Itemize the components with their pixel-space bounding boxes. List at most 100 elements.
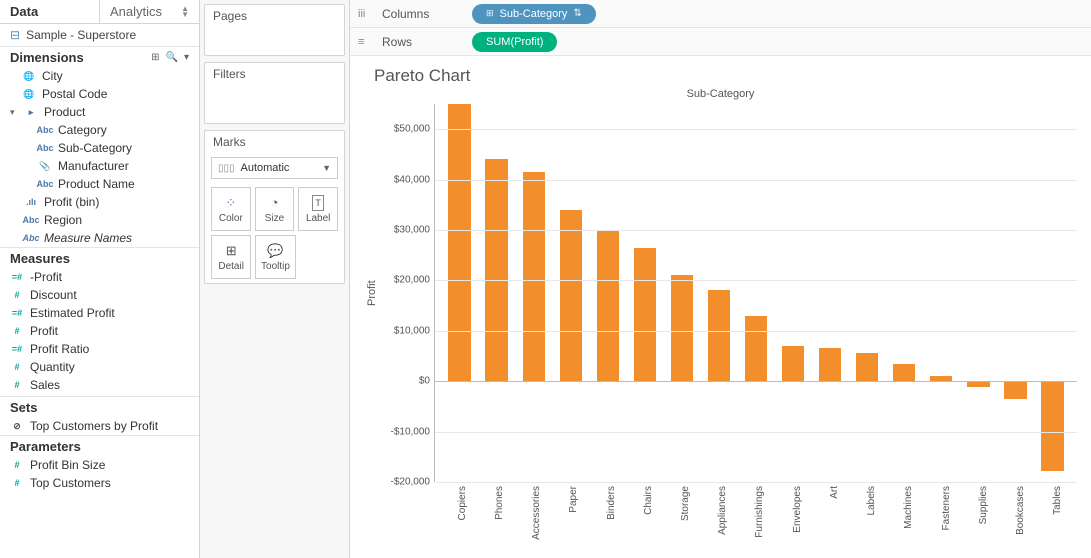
mark-color[interactable]: ⁘ Color	[211, 187, 251, 231]
field-profit[interactable]: #Profit	[0, 322, 199, 340]
bar-binders[interactable]	[597, 230, 619, 381]
x-axis-labels: CopiersPhonesAccessoriesPaperBindersChai…	[432, 482, 1077, 554]
field-product[interactable]: ▾▸Product	[0, 103, 199, 121]
field-profit-bin-size[interactable]: #Profit Bin Size	[0, 456, 199, 474]
dimensions-list: 🌐City🌐Postal Code▾▸ProductAbcCategoryAbc…	[0, 67, 199, 247]
abc-icon: Abc	[24, 233, 38, 243]
columns-shelf[interactable]: iii Columns ⊞ Sub-Category ⇅	[350, 0, 1091, 28]
bar-machines[interactable]	[893, 364, 915, 381]
columns-pill[interactable]: ⊞ Sub-Category ⇅	[472, 4, 596, 24]
marks-card: Marks ▯▯▯ Automatic ▼ ⁘ Color ◔ Size T L…	[204, 130, 345, 284]
bar-tables[interactable]	[1041, 381, 1063, 471]
pill-grid-icon: ⊞	[486, 8, 494, 19]
calc-icon: =#	[10, 344, 24, 354]
section-sets: Sets	[0, 396, 199, 417]
bar-paper[interactable]	[560, 210, 582, 381]
tab-analytics[interactable]: Analytics ▲▼	[99, 0, 199, 23]
field-measure-names[interactable]: AbcMeasure Names	[0, 229, 199, 247]
x-label: Binders	[587, 482, 624, 554]
plot-area[interactable]	[434, 104, 1077, 482]
x-label: Fasteners	[922, 482, 959, 554]
bar-envelopes[interactable]	[782, 346, 804, 381]
bar-appliances[interactable]	[708, 290, 730, 381]
menu-icon[interactable]: ▾	[184, 52, 189, 63]
clip-icon: 📎	[38, 161, 52, 172]
y-tick: $30,000	[394, 225, 430, 236]
field-estimated-profit[interactable]: =#Estimated Profit	[0, 304, 199, 322]
shelf-sidebar: Pages Filters Marks ▯▯▯ Automatic ▼ ⁘ Co…	[200, 0, 350, 558]
mark-type-select[interactable]: ▯▯▯ Automatic ▼	[211, 157, 338, 179]
bar-col	[700, 104, 737, 482]
field-postal-code[interactable]: 🌐Postal Code	[0, 85, 199, 103]
field-manufacturer[interactable]: 📎Manufacturer	[0, 157, 199, 175]
tab-data[interactable]: Data	[0, 0, 99, 23]
y-tick: $50,000	[394, 124, 430, 135]
field--profit[interactable]: =#-Profit	[0, 268, 199, 286]
rows-shelf[interactable]: ≡ Rows SUM(Profit)	[350, 28, 1091, 56]
sets-list: ⊘Top Customers by Profit	[0, 417, 199, 435]
pages-card[interactable]: Pages	[204, 4, 345, 56]
bar-chairs[interactable]	[634, 248, 656, 382]
field-category[interactable]: AbcCategory	[0, 121, 199, 139]
field-discount[interactable]: #Discount	[0, 286, 199, 304]
bar-accessories[interactable]	[523, 172, 545, 381]
bar-col	[478, 104, 515, 482]
y-axis: $50,000$40,000$30,000$20,000$10,000$0-$1…	[380, 104, 434, 482]
datasource-row[interactable]: ⊟ Sample - Superstore	[0, 24, 199, 46]
bar-copiers[interactable]	[448, 104, 470, 381]
bar-labels[interactable]	[856, 353, 878, 381]
dimensions-tools[interactable]: ⊞ 🔍 ▾	[151, 52, 189, 63]
measures-list: =#-Profit#Discount=#Estimated Profit#Pro…	[0, 268, 199, 396]
view-icon[interactable]: ⊞	[151, 52, 159, 63]
x-label: Phones	[475, 482, 512, 554]
bin-icon: .ılı	[24, 197, 38, 207]
field-sales[interactable]: #Sales	[0, 376, 199, 394]
set-icon: ⊘	[10, 421, 24, 432]
bar-storage[interactable]	[671, 275, 693, 381]
mark-detail[interactable]: ⊞ Detail	[211, 235, 251, 279]
mark-type-label: Automatic	[241, 162, 290, 174]
bar-bookcases[interactable]	[1004, 381, 1026, 399]
bar-art[interactable]	[819, 348, 841, 381]
tab-analytics-label: Analytics	[110, 4, 162, 19]
data-sidebar: Data Analytics ▲▼ ⊟ Sample - Superstore …	[0, 0, 200, 558]
globe-icon: 🌐	[22, 89, 36, 100]
field-profit-ratio[interactable]: =#Profit Ratio	[0, 340, 199, 358]
x-label: Envelopes	[773, 482, 810, 554]
rows-pill[interactable]: SUM(Profit)	[472, 32, 557, 52]
hash-icon: #	[10, 478, 24, 488]
mark-tooltip[interactable]: 💬 Tooltip	[255, 235, 295, 279]
search-icon[interactable]: 🔍	[166, 52, 178, 63]
updown-icon: ▲▼	[181, 6, 189, 18]
field-quantity[interactable]: #Quantity	[0, 358, 199, 376]
bar-col	[812, 104, 849, 482]
color-icon: ⁘	[225, 195, 236, 211]
field-top-customers[interactable]: #Top Customers	[0, 474, 199, 492]
parameters-title: Parameters	[10, 439, 81, 454]
dimensions-title: Dimensions	[10, 50, 84, 65]
y-axis-title: Profit	[364, 104, 380, 482]
grid-line	[435, 180, 1077, 181]
chevron-down-icon: ▼	[322, 163, 331, 173]
field-top-customers-by-profit[interactable]: ⊘Top Customers by Profit	[0, 417, 199, 435]
chart-title[interactable]: Pareto Chart	[374, 66, 1077, 86]
y-tick: -$10,000	[391, 426, 430, 437]
hash-icon: #	[10, 362, 24, 372]
bar-phones[interactable]	[485, 159, 507, 381]
mark-size[interactable]: ◔ Size	[255, 187, 295, 231]
field-city[interactable]: 🌐City	[0, 67, 199, 85]
x-label: Labels	[848, 482, 885, 554]
bar-col	[923, 104, 960, 482]
field-sub-category[interactable]: AbcSub-Category	[0, 139, 199, 157]
mark-label[interactable]: T Label	[298, 187, 338, 231]
caret-icon: ▾	[10, 107, 18, 118]
filters-card[interactable]: Filters	[204, 62, 345, 124]
bar-furnishings[interactable]	[745, 316, 767, 382]
bar-col	[1034, 104, 1071, 482]
field-product-name[interactable]: AbcProduct Name	[0, 175, 199, 193]
field-region[interactable]: AbcRegion	[0, 211, 199, 229]
bar-col	[552, 104, 589, 482]
columns-icon: iii	[358, 8, 372, 20]
field-profit-bin-[interactable]: .ılıProfit (bin)	[0, 193, 199, 211]
bar-col	[441, 104, 478, 482]
